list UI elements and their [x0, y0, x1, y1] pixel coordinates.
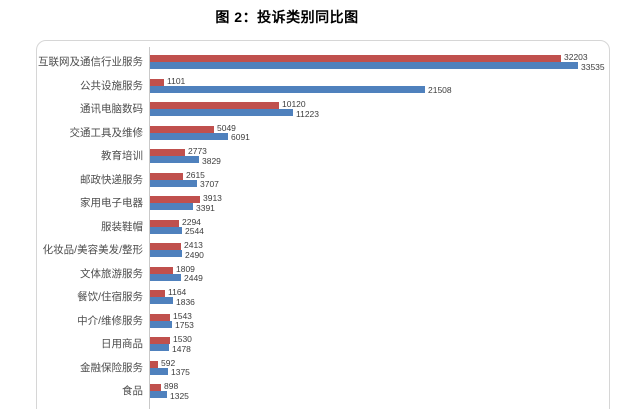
bar-red-series [150, 78, 164, 86]
value-label-blue: 2449 [184, 273, 203, 283]
value-label-blue: 1836 [176, 296, 195, 307]
bar-red-series [150, 172, 183, 180]
bar-blue-series [150, 132, 228, 140]
category-axis-line [149, 47, 150, 409]
bar-red-series [150, 313, 170, 321]
value-label-blue: 6091 [231, 132, 250, 142]
value-label-red: 2413 [184, 240, 203, 250]
value-label-red: 32203 [564, 52, 588, 62]
bar-blue-series [150, 156, 199, 163]
bar-red-series [150, 290, 165, 297]
category-label: 文体旅游服务 [80, 267, 143, 280]
bar-blue-series [150, 367, 168, 375]
category-label: 餐饮/住宿服务 [77, 291, 143, 303]
value-label-red: 1530 [173, 334, 192, 344]
value-label-red: 2294 [182, 216, 201, 227]
category-label: 互联网及通信行业服务 [38, 56, 143, 68]
category-label: 家用电子电器 [80, 197, 143, 209]
value-label-red: 1809 [176, 263, 195, 274]
value-label-red: 592 [161, 357, 176, 368]
bar-red-series [150, 243, 181, 250]
value-label-blue: 1478 [172, 343, 191, 354]
category-label: 通讯电脑数码 [80, 103, 143, 115]
bar-blue-series [150, 179, 197, 187]
value-label-blue: 33535 [581, 61, 605, 72]
bar-red-series [150, 125, 214, 133]
value-label-red: 898 [164, 381, 179, 391]
value-label-blue: 21508 [428, 85, 452, 95]
value-label-blue: 3829 [202, 155, 221, 166]
plot-area: 互联网及通信行业服务 32203 33535 公共设施服务 1101 21508 通讯电脑数… [37, 41, 609, 409]
bar-blue-series [150, 391, 167, 398]
value-label-blue: 1753 [175, 320, 194, 330]
bar-red-series [150, 149, 185, 156]
value-label-blue: 2490 [185, 249, 204, 260]
bar-red-series [150, 360, 158, 368]
bar-blue-series [150, 273, 181, 281]
bar-blue-series [150, 344, 169, 351]
value-label-red: 1101 [167, 75, 186, 86]
value-label-red: 10120 [282, 99, 306, 109]
bar-blue-series [150, 109, 293, 116]
value-label-blue: 1375 [171, 367, 190, 377]
category-label: 金融保险服务 [80, 361, 143, 374]
value-label-blue: 3707 [200, 179, 219, 189]
bar-red-series [150, 384, 161, 391]
bar-red-series [150, 102, 279, 109]
bar-blue-series [150, 320, 172, 328]
value-label-blue: 3391 [196, 202, 215, 213]
bar-blue-series [150, 85, 425, 93]
bar-blue-series [150, 250, 182, 257]
category-label: 日用商品 [101, 338, 143, 350]
bar-blue-series [150, 226, 182, 234]
bar-red-series [150, 196, 200, 203]
bar-red-series [150, 266, 173, 274]
bar-blue-series [150, 297, 173, 304]
bar-blue-series [150, 203, 193, 210]
category-label: 邮政快递服务 [80, 173, 143, 186]
value-label-red: 5049 [217, 122, 236, 133]
value-label-blue: 2544 [185, 226, 204, 236]
value-label-blue: 1325 [170, 390, 189, 401]
value-label-red: 2615 [186, 169, 205, 180]
bar-red-series [150, 337, 170, 344]
chart-frame: 互联网及通信行业服务 32203 33535 公共设施服务 1101 21508 通讯电脑数… [36, 40, 610, 409]
value-label-red: 2773 [188, 146, 207, 156]
bar-blue-series [150, 62, 578, 69]
category-label: 教育培训 [101, 150, 143, 162]
category-label: 化妆品/美容美发/整形 [42, 244, 143, 256]
bar-red-series [150, 55, 561, 62]
value-label-red: 1543 [173, 310, 192, 321]
value-label-blue: 11223 [296, 108, 320, 119]
category-label: 中介/维修服务 [77, 314, 143, 327]
value-label-red: 3913 [203, 193, 222, 203]
category-label: 食品 [122, 385, 143, 397]
value-label-red: 1164 [168, 287, 187, 297]
category-label: 服装鞋帽 [101, 220, 143, 233]
bar-red-series [150, 219, 179, 227]
category-label: 公共设施服务 [80, 79, 143, 92]
category-label: 交通工具及维修 [69, 126, 144, 139]
chart-title: 图 2：投诉类别同比图 [215, 9, 359, 25]
